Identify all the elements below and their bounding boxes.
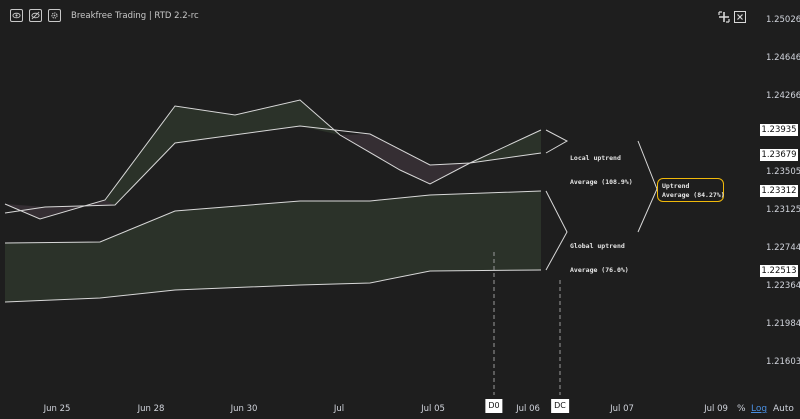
price-label-global-lower: 1.22513 <box>760 265 798 277</box>
global-lower-line <box>4 269 542 303</box>
local-uptrend-band-green <box>105 100 340 205</box>
local-uptrend-band-purple-mid <box>340 134 470 184</box>
global-uptrend-band <box>5 191 541 302</box>
time-tick: Jun 28 <box>137 404 165 414</box>
price-axis[interactable]: 1.25026 1.24646 1.24266 1.23505 1.23125 … <box>760 0 800 395</box>
eye-off-icon[interactable] <box>29 9 42 22</box>
chart-canvas <box>4 99 658 395</box>
price-tick: 1.22744 <box>766 243 800 253</box>
time-tick: Jul 09 <box>704 404 728 414</box>
local-uptrend-line2: Average (108.9%) <box>570 178 633 186</box>
close-icon[interactable] <box>734 11 746 23</box>
price-tick: 1.24266 <box>766 91 800 101</box>
global-uptrend-label: Global uptrend Average (76.0%) <box>570 226 629 290</box>
price-tick: 1.23125 <box>766 205 800 215</box>
indicator-toolbar: Breakfree Trading | RTD 2.2-rc <box>10 9 199 22</box>
indicator-title: Breakfree Trading | RTD 2.2-rc <box>71 10 199 21</box>
eye-icon[interactable] <box>10 9 23 22</box>
dc-marker-label: DC <box>551 399 569 413</box>
time-tick: Jul <box>333 404 345 414</box>
local-uptrend-band-purple <box>5 200 115 219</box>
uptrend-line1: Uptrend <box>662 182 690 190</box>
time-tick: Jul 07 <box>610 404 634 414</box>
settings-icon[interactable] <box>48 9 61 22</box>
auto-scale-button[interactable]: Auto <box>773 404 794 414</box>
global-uptrend-line1: Global uptrend <box>570 242 625 250</box>
price-tick: 1.21984 <box>766 319 800 329</box>
price-label-local-upper: 1.23935 <box>760 124 798 136</box>
time-tick: Jul 05 <box>421 404 445 414</box>
price-tick: 1.22364 <box>766 281 800 291</box>
time-axis[interactable]: Jun 25 Jun 28 Jun 30 Jul Jul 05 Jul 06 J… <box>0 395 800 419</box>
global-upper-line <box>4 190 542 244</box>
local-bracket <box>545 129 569 154</box>
time-tick: Jun 25 <box>43 404 71 414</box>
price-tick: 1.25026 <box>766 15 800 25</box>
uptrend-line2: Average (84.27%) <box>662 191 725 199</box>
percent-scale-button[interactable]: % <box>737 404 746 414</box>
local-line-b <box>4 125 542 214</box>
time-tick: Jun 30 <box>230 404 258 414</box>
price-label-global-upper: 1.23312 <box>760 185 798 197</box>
uptrend-connector <box>637 140 658 233</box>
global-uptrend-line2: Average (76.0%) <box>570 266 629 274</box>
price-tick: 1.21603 <box>766 357 800 367</box>
global-bracket <box>545 190 568 271</box>
time-tick: Jul 06 <box>516 404 540 414</box>
price-label-local-lower: 1.23679 <box>760 149 798 161</box>
uptrend-average-box: Uptrend Average (84.27%) <box>657 178 725 202</box>
expand-icon[interactable] <box>718 11 730 23</box>
local-uptrend-label: Local uptrend Average (108.9%) <box>570 138 633 202</box>
price-tick: 1.23505 <box>766 167 800 177</box>
local-uptrend-line1: Local uptrend <box>570 154 621 162</box>
plot-area[interactable]: Local uptrend Average (108.9%) Global up… <box>0 0 760 395</box>
log-scale-button[interactable]: Log <box>751 404 768 414</box>
price-tick: 1.24646 <box>766 53 800 63</box>
d0-marker-label: D0 <box>485 399 503 413</box>
